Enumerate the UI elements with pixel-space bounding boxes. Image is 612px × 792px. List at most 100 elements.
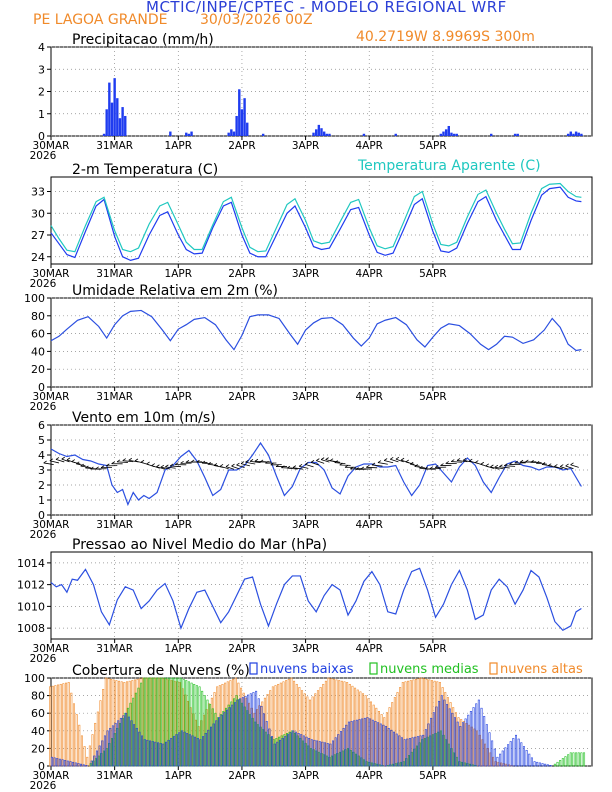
x-tick-label: 2APR: [228, 391, 256, 403]
wind-vector: [245, 461, 256, 465]
wind-vector-head: [122, 458, 126, 461]
high-cloud-bar: [88, 745, 91, 767]
low-cloud-bar: [493, 748, 496, 767]
x-year-label: 2026: [30, 150, 57, 162]
x-tick-label: 3APR: [292, 643, 320, 655]
low-cloud-bar: [451, 712, 454, 767]
high-cloud-bar: [75, 714, 78, 767]
wind-vector-head: [530, 460, 534, 463]
mid-cloud-bar: [561, 758, 564, 767]
high-cloud-bar: [70, 692, 73, 767]
wind-vector-head: [480, 461, 485, 465]
precip-bar: [246, 122, 249, 136]
x-year-label: 2026: [30, 780, 57, 792]
low-cloud-bar: [544, 763, 547, 767]
y-tick-label: 24: [31, 251, 45, 264]
x-tick-label: 1APR: [165, 268, 193, 280]
mid-cloud-bar: [575, 752, 578, 767]
legend-low-cloud-swatch: [249, 662, 258, 675]
wind-vector-head: [514, 460, 518, 464]
precip-bar: [328, 133, 331, 136]
wind-vector: [536, 462, 547, 465]
wind-vector: [61, 458, 70, 463]
low-cloud-bar: [456, 721, 459, 767]
low-cloud-bar: [469, 711, 472, 767]
low-cloud-bar: [77, 763, 80, 767]
precip-bar: [362, 133, 366, 136]
low-cloud-bar: [536, 761, 539, 767]
precip-bar: [116, 98, 119, 136]
x-tick-label: 4APR: [355, 140, 383, 152]
mid-cloud-bar: [556, 761, 559, 767]
low-cloud-bar: [353, 720, 356, 767]
low-cloud-bar: [66, 760, 69, 767]
wind-vector: [485, 465, 495, 469]
wind-vector-head: [90, 466, 94, 470]
wind-vector: [240, 463, 250, 467]
low-cloud-bar: [472, 707, 475, 767]
wind-vector: [201, 462, 213, 465]
low-cloud-bar: [387, 727, 390, 767]
wind-vector-head: [410, 461, 414, 465]
low-cloud-bar: [369, 718, 372, 767]
precip-bar: [230, 129, 233, 136]
low-cloud-bar: [321, 741, 324, 767]
wind-vector-head: [499, 464, 503, 468]
wind-vector-head: [66, 457, 71, 461]
low-cloud-bar: [382, 724, 385, 767]
wind-vector: [456, 460, 468, 463]
y-tick-label: 2: [38, 479, 45, 492]
x-tick-label: 30MAR: [33, 519, 70, 531]
wind-vector: [292, 467, 303, 470]
precip-bar: [190, 131, 193, 136]
low-cloud-bar: [520, 742, 523, 767]
wind-vector: [395, 458, 404, 463]
low-cloud-bar: [496, 756, 499, 767]
wind-vector-head: [80, 463, 84, 467]
wind-vector-head: [535, 460, 540, 464]
low-cloud-bar: [374, 721, 377, 767]
low-cloud-bar: [164, 741, 167, 767]
y-tick-label: 80: [31, 690, 45, 703]
wind-vector: [548, 465, 558, 469]
low-cloud-bar: [260, 705, 263, 767]
x-tick-label: 3APR: [292, 391, 320, 403]
low-cloud-bar: [50, 756, 53, 767]
low-cloud-bar: [268, 728, 271, 767]
low-cloud-bar: [188, 734, 191, 767]
low-cloud-bar: [159, 743, 162, 767]
low-cloud-bar: [427, 723, 430, 767]
wind-vector: [565, 465, 574, 470]
wind-vector-head: [570, 462, 574, 466]
precip-bar: [169, 131, 172, 136]
low-cloud-bar: [103, 735, 106, 767]
low-cloud-bar: [525, 749, 528, 767]
precip-bar: [227, 132, 230, 136]
low-cloud-bar: [464, 718, 467, 767]
wind-vector-head: [389, 456, 394, 460]
wind-vector: [207, 463, 219, 467]
precip-bar: [110, 102, 114, 136]
low-cloud-bar: [424, 729, 427, 767]
wind-vector-head: [440, 463, 444, 466]
low-cloud-bar: [273, 743, 276, 767]
precip-bar: [320, 128, 323, 136]
low-cloud-bar: [255, 690, 258, 767]
wind-vector-head: [140, 459, 145, 463]
precip-bar: [439, 133, 443, 136]
low-cloud-bar: [247, 694, 250, 767]
low-cloud-bar: [379, 723, 382, 767]
low-cloud-bar: [432, 712, 435, 767]
pressure-line: [50, 567, 582, 632]
wind-vector-head: [55, 457, 60, 460]
low-cloud-bar: [395, 733, 398, 767]
low-cloud-bar: [324, 742, 327, 767]
wind-vector: [490, 466, 500, 470]
low-cloud-bar: [305, 736, 308, 767]
wind-vector-head: [325, 457, 329, 460]
low-cloud-bar: [459, 726, 462, 767]
low-cloud-bar: [228, 707, 231, 767]
precip-bar: [574, 131, 578, 136]
wind-vector: [390, 458, 399, 463]
low-cloud-bar: [541, 763, 544, 767]
